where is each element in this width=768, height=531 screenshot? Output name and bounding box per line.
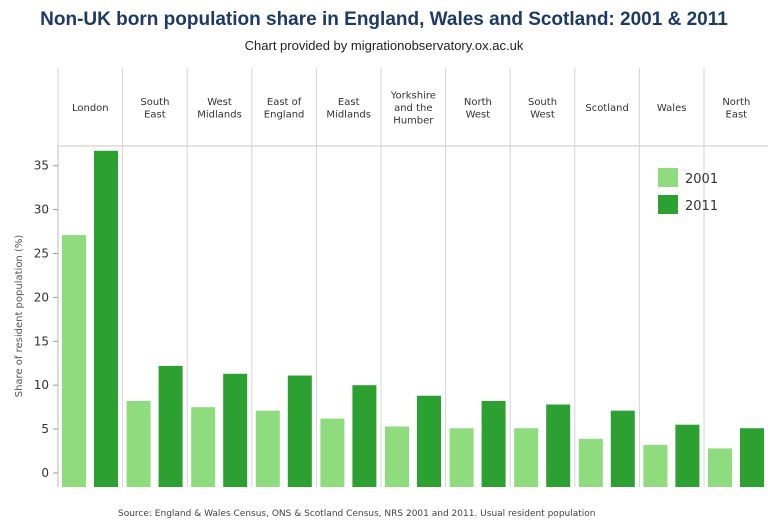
region-label: East of England xyxy=(264,97,305,121)
bar-2011-wales xyxy=(675,424,700,487)
legend-swatch-2001 xyxy=(658,168,678,187)
region-label: South East xyxy=(140,97,169,121)
y-tick-label: 20 xyxy=(34,290,49,304)
y-tick-label: 0 xyxy=(41,466,49,480)
region-label: South West xyxy=(528,97,557,121)
bar-2001-north-west xyxy=(449,428,474,487)
bar-2011-yorkshire-and-the-humber xyxy=(417,395,441,487)
bar-2001-scotland xyxy=(578,438,603,487)
chart-title: Non-UK born population share in England,… xyxy=(40,9,728,30)
bar-2011-london xyxy=(94,150,118,488)
y-tick-label: 30 xyxy=(34,203,49,217)
region-label: Wales xyxy=(657,103,687,114)
y-tick-label: 10 xyxy=(34,378,49,392)
y-tick-label: 25 xyxy=(34,247,49,261)
bar-2001-north-east xyxy=(708,448,732,487)
bar-2001-wales xyxy=(643,444,668,487)
region-label: West Midlands xyxy=(197,97,242,121)
bar-2001-west-midlands xyxy=(191,407,216,487)
bar-2011-north-west xyxy=(481,401,506,487)
y-axis-title: Share of resident population (%) xyxy=(14,235,25,398)
bar-2001-south-west xyxy=(514,428,539,487)
chart-subtitle: Chart provided by migrationobservatory.o… xyxy=(244,38,524,53)
bar-2011-east-midlands xyxy=(352,385,377,487)
bar-2001-east-of-england xyxy=(255,410,280,487)
bar-2001-yorkshire-and-the-humber xyxy=(385,426,409,487)
region-label: Scotland xyxy=(585,103,628,114)
bar-2001-london xyxy=(62,235,86,487)
y-tick-label: 5 xyxy=(41,422,49,436)
y-tick-label: 35 xyxy=(34,159,49,173)
bar-2011-north-east xyxy=(740,428,764,487)
chart-source: Source: England & Wales Census, ONS & Sc… xyxy=(118,509,596,519)
y-tick-label: 15 xyxy=(34,334,49,348)
region-label: East Midlands xyxy=(326,97,371,121)
bar-2011-scotland xyxy=(610,410,635,487)
region-label: North East xyxy=(722,97,750,121)
bar-2001-east-midlands xyxy=(320,418,345,487)
bar-2011-west-midlands xyxy=(223,373,248,487)
region-label: North West xyxy=(464,97,492,121)
legend-label-2001: 2001 xyxy=(685,172,718,187)
legend-swatch-2011 xyxy=(658,195,678,214)
bar-2011-east-of-england xyxy=(287,375,312,487)
bar-2001-south-east xyxy=(126,401,151,487)
region-label: London xyxy=(72,103,109,114)
bar-2011-south-west xyxy=(546,404,571,487)
legend-label-2011: 2011 xyxy=(685,199,718,214)
bar-2011-south-east xyxy=(158,365,183,487)
region-label: Yorkshire and the Humber xyxy=(390,91,436,127)
